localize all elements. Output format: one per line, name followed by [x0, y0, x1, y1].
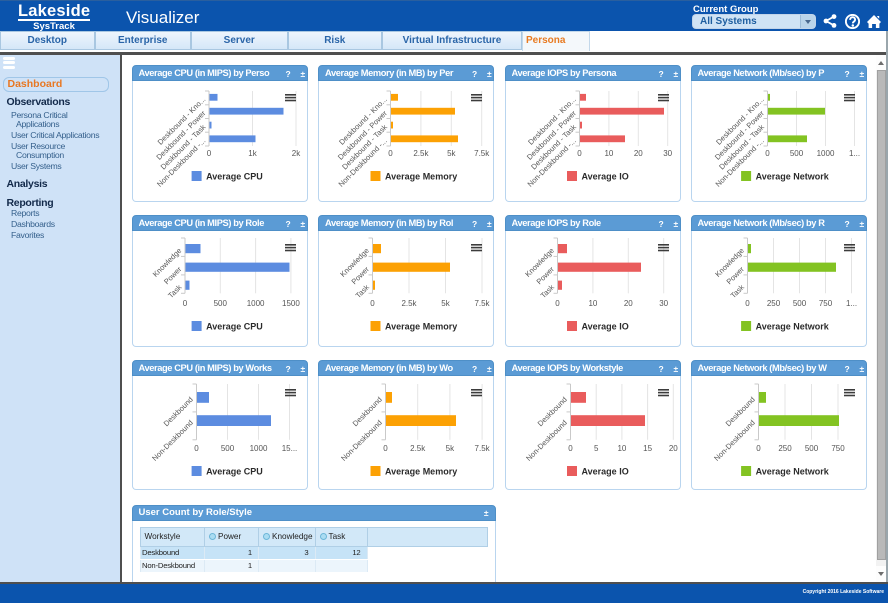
svg-text:30: 30	[659, 299, 668, 308]
svg-text:Average IO: Average IO	[581, 322, 628, 332]
svg-text:30: 30	[663, 149, 672, 158]
svg-text:20: 20	[633, 149, 642, 158]
svg-text:2k: 2k	[291, 149, 300, 158]
svg-text:Average Network: Average Network	[755, 322, 829, 332]
svg-text:0: 0	[194, 444, 199, 453]
svg-text:7.5k: 7.5k	[474, 149, 490, 158]
svg-text:1k: 1k	[248, 149, 257, 158]
svg-text:Non-Deskbound: Non-Deskbound	[339, 418, 384, 463]
svg-text:2.5k: 2.5k	[413, 149, 429, 158]
svg-text:0: 0	[756, 444, 761, 453]
svg-text:750: 750	[831, 444, 845, 453]
svg-text:500: 500	[792, 299, 806, 308]
svg-text:1500: 1500	[282, 299, 300, 308]
svg-text:7.5k: 7.5k	[474, 299, 490, 308]
svg-text:0: 0	[577, 149, 582, 158]
svg-text:750: 750	[818, 299, 832, 308]
svg-text:250: 250	[778, 444, 792, 453]
svg-text:500: 500	[220, 444, 234, 453]
svg-text:5k: 5k	[447, 149, 456, 158]
svg-text:1...: 1...	[848, 149, 859, 158]
svg-text:250: 250	[766, 299, 780, 308]
svg-text:500: 500	[804, 444, 818, 453]
svg-text:5k: 5k	[446, 444, 455, 453]
svg-text:Average CPU: Average CPU	[206, 322, 263, 332]
svg-text:0: 0	[383, 444, 388, 453]
svg-text:0: 0	[555, 299, 560, 308]
svg-text:Average Memory: Average Memory	[385, 322, 457, 332]
svg-text:500: 500	[789, 149, 803, 158]
svg-text:7.5k: 7.5k	[475, 444, 491, 453]
svg-text:Average Network: Average Network	[755, 467, 829, 477]
svg-text:0: 0	[182, 299, 187, 308]
svg-text:1...: 1...	[845, 299, 856, 308]
svg-text:1000: 1000	[246, 299, 264, 308]
svg-text:5k: 5k	[441, 299, 450, 308]
svg-text:Average Memory: Average Memory	[385, 467, 457, 477]
svg-text:0: 0	[388, 149, 393, 158]
svg-text:0: 0	[206, 149, 211, 158]
svg-text:500: 500	[213, 299, 227, 308]
svg-text:20: 20	[668, 444, 677, 453]
svg-text:15: 15	[643, 444, 652, 453]
svg-text:1000: 1000	[249, 444, 267, 453]
svg-text:Average Network: Average Network	[755, 172, 829, 182]
svg-text:10: 10	[604, 149, 613, 158]
svg-text:10: 10	[617, 444, 626, 453]
svg-text:Average CPU: Average CPU	[206, 467, 263, 477]
svg-text:Average IO: Average IO	[581, 172, 628, 182]
svg-text:15...: 15...	[281, 444, 297, 453]
svg-text:0: 0	[568, 444, 573, 453]
svg-text:2.5k: 2.5k	[410, 444, 426, 453]
svg-text:Average IO: Average IO	[581, 467, 628, 477]
svg-text:Average CPU: Average CPU	[206, 172, 263, 182]
svg-text:Non-Deskbound: Non-Deskbound	[524, 418, 569, 463]
svg-text:10: 10	[588, 299, 597, 308]
svg-text:2.5k: 2.5k	[401, 299, 417, 308]
svg-text:0: 0	[745, 299, 750, 308]
svg-text:20: 20	[623, 299, 632, 308]
svg-text:Average Memory: Average Memory	[385, 172, 457, 182]
svg-text:Non-Deskbound: Non-Deskbound	[150, 418, 195, 463]
svg-text:1000: 1000	[816, 149, 834, 158]
svg-text:0: 0	[370, 299, 375, 308]
svg-text:5: 5	[593, 444, 598, 453]
svg-text:0: 0	[765, 149, 770, 158]
svg-text:Non-Deskbound: Non-Deskbound	[712, 418, 757, 463]
